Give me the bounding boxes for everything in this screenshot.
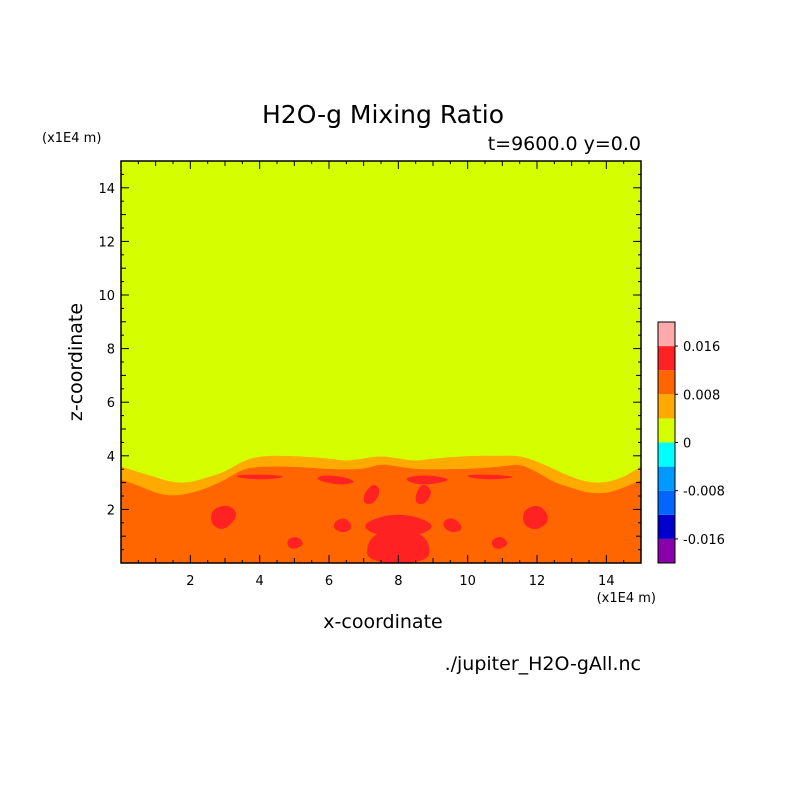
- x-tick-label: 14: [598, 574, 615, 589]
- peak-cell-8: [365, 514, 432, 537]
- y-tick-label: 4: [107, 450, 115, 465]
- x-tick-label: 12: [529, 574, 546, 589]
- y-tick-label: 2: [107, 503, 115, 518]
- colorbar-level-6: [658, 394, 675, 419]
- peak-cell-7: [415, 484, 431, 504]
- contour-field: [121, 161, 641, 563]
- peak-cell-3: [467, 474, 513, 480]
- source-file-label: ./jupiter_H2O-gAll.nc: [445, 653, 641, 675]
- colorbar-level-7: [658, 370, 675, 395]
- chart-title: H2O-g Mixing Ratio: [262, 100, 504, 129]
- y-tick-label: 6: [107, 396, 115, 411]
- peak-cell-5: [523, 506, 548, 530]
- peak-cell-13: [491, 537, 508, 549]
- peak-cell-6: [363, 484, 380, 504]
- y-unit-label: (x1E4 m): [42, 131, 101, 146]
- colorbar-level-4: [658, 442, 675, 467]
- lower-layer-band: [121, 464, 641, 563]
- peak-cell-4: [211, 505, 236, 529]
- y-tick-label: 10: [98, 289, 115, 304]
- colorbar-level-9: [658, 322, 675, 347]
- axes: 2 4 6 8 10 12 14 2 4 6 8 10 12 14: [98, 160, 642, 589]
- colorbar-level-1: [658, 514, 675, 539]
- colorbar-tick-label: 0: [683, 437, 691, 452]
- peak-cell-9: [367, 531, 430, 563]
- y-tick-label: 14: [98, 182, 115, 197]
- x-tick-label: 8: [394, 574, 402, 589]
- peak-cell-1: [406, 475, 448, 485]
- peak-cell-0: [317, 475, 354, 485]
- colorbar-tick-label: -0.008: [683, 485, 725, 500]
- colorbar-level-8: [658, 346, 675, 371]
- colorbar-tick-label: -0.016: [683, 533, 725, 548]
- peak-cell-10: [333, 518, 352, 533]
- x-tick-label: 6: [325, 574, 333, 589]
- chart-subtitle: t=9600.0 y=0.0: [488, 133, 641, 155]
- colorbar: 0.016 0.008 0 -0.008 -0.016: [657, 321, 725, 564]
- x-unit-label: (x1E4 m): [597, 591, 656, 606]
- colorbar-level-3: [658, 466, 675, 491]
- colorbar-tick-label: 0.016: [683, 340, 720, 355]
- colorbar-level-5: [658, 418, 675, 443]
- x-tick-label: 10: [459, 574, 476, 589]
- x-tick-label: 2: [186, 574, 194, 589]
- y-tick-label: 12: [98, 235, 115, 250]
- peak-cell-12: [287, 537, 303, 549]
- x-tick-label: 4: [256, 574, 264, 589]
- x-axis-label: x-coordinate: [323, 611, 442, 633]
- peak-cell-11: [443, 518, 462, 533]
- colorbar-tick-label: 0.008: [683, 388, 720, 403]
- y-tick-label: 8: [107, 343, 115, 358]
- colorbar-level-0: [658, 538, 675, 563]
- y-axis-label: z-coordinate: [65, 303, 87, 421]
- peak-cell-2: [236, 474, 283, 480]
- colorbar-level-2: [658, 490, 675, 515]
